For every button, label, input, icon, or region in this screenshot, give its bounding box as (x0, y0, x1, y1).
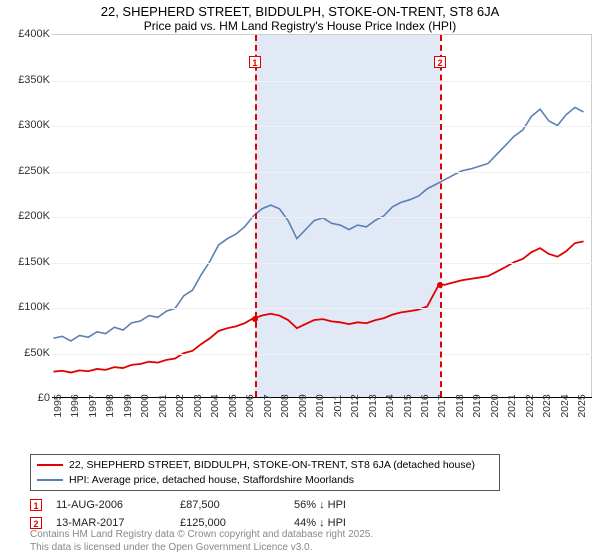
title-main: 22, SHEPHERD STREET, BIDDULPH, STOKE-ON-… (0, 4, 600, 19)
legend-box: 22, SHEPHERD STREET, BIDDULPH, STOKE-ON-… (30, 454, 500, 491)
chart-container: 22, SHEPHERD STREET, BIDDULPH, STOKE-ON-… (0, 0, 600, 560)
annotation-date: 13-MAR-2017 (56, 517, 166, 529)
annotation-note: 56% ↓ HPI (294, 499, 346, 511)
title-sub: Price paid vs. HM Land Registry's House … (0, 19, 600, 33)
line-series-svg (52, 35, 592, 397)
series-marker (252, 316, 258, 322)
footer-attribution: Contains HM Land Registry data © Crown c… (30, 529, 373, 554)
chart-area: £0£50K£100K£150K£200K£250K£300K£350K£400… (0, 34, 600, 424)
title-block: 22, SHEPHERD STREET, BIDDULPH, STOKE-ON-… (0, 0, 600, 35)
series-marker (437, 282, 443, 288)
y-tick-label: £0 (0, 392, 50, 404)
plot-area: 12 (52, 34, 592, 398)
legend-row: 22, SHEPHERD STREET, BIDDULPH, STOKE-ON-… (37, 458, 493, 473)
series-hpi (53, 107, 583, 341)
gridline (52, 217, 592, 218)
annotation-dashline (440, 35, 442, 397)
footer-line2: This data is licensed under the Open Gov… (30, 542, 373, 555)
y-tick-label: £250K (0, 165, 50, 177)
y-tick-label: £350K (0, 74, 50, 86)
gridline (52, 81, 592, 82)
gridline (52, 308, 592, 309)
annotation-price: £125,000 (180, 517, 280, 529)
gridline (52, 263, 592, 264)
gridline (52, 172, 592, 173)
annotation-marker: 2 (434, 56, 446, 68)
legend-swatch (37, 464, 63, 466)
gridline (52, 354, 592, 355)
legend-label: 22, SHEPHERD STREET, BIDDULPH, STOKE-ON-… (69, 458, 475, 473)
annotation-table: 1 11-AUG-2006 £87,500 56% ↓ HPI 2 13-MAR-2017… (30, 496, 346, 532)
y-tick-label: £200K (0, 210, 50, 222)
gridline (52, 126, 592, 127)
legend-swatch (37, 479, 63, 481)
annotation-number: 1 (30, 499, 42, 511)
footer-line1: Contains HM Land Registry data © Crown c… (30, 529, 373, 542)
annotation-date: 11-AUG-2006 (56, 499, 166, 511)
y-tick-label: £400K (0, 28, 50, 40)
annotation-marker: 1 (249, 56, 261, 68)
annotation-note: 44% ↓ HPI (294, 517, 346, 529)
legend-label: HPI: Average price, detached house, Staf… (69, 473, 354, 488)
y-tick-label: £150K (0, 256, 50, 268)
y-tick-label: £50K (0, 347, 50, 359)
annotation-row: 1 11-AUG-2006 £87,500 56% ↓ HPI (30, 496, 346, 514)
annotation-price: £87,500 (180, 499, 280, 511)
annotation-number: 2 (30, 517, 42, 529)
x-tick-label: 2025 (576, 394, 598, 417)
y-tick-label: £100K (0, 301, 50, 313)
legend-row: HPI: Average price, detached house, Staf… (37, 473, 493, 488)
annotation-dashline (255, 35, 257, 397)
y-tick-label: £300K (0, 119, 50, 131)
